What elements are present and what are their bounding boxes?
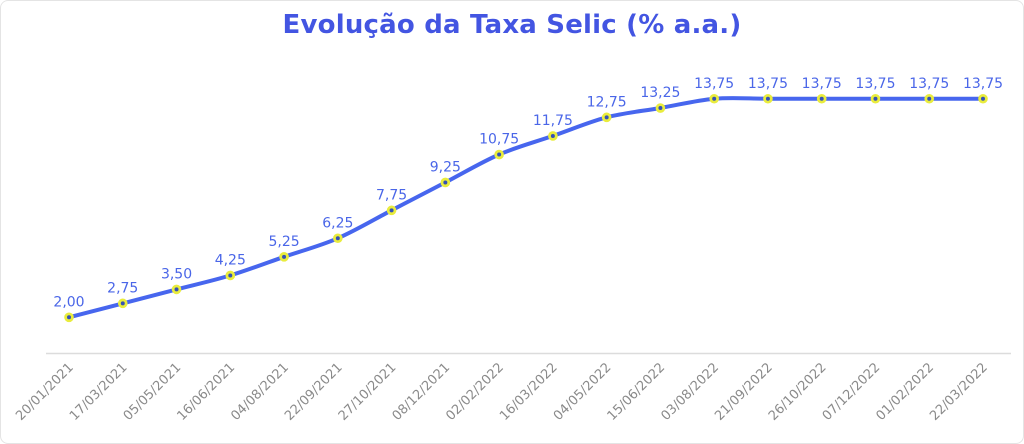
data-point-label: 13,75 (748, 76, 788, 92)
data-point-marker (440, 177, 451, 188)
chart-title: Evolução da Taxa Selic (% a.a.) (282, 10, 742, 40)
data-point-label: 10,75 (479, 132, 519, 148)
data-point-label: 13,75 (694, 76, 734, 92)
data-point-marker (709, 93, 719, 104)
x-axis-tick-label: 22/03/2022 (927, 360, 991, 424)
data-point-marker (117, 298, 128, 309)
data-point-label: 13,75 (802, 76, 842, 92)
data-point-label: 3,50 (161, 266, 192, 282)
data-point-marker (171, 284, 182, 295)
data-point-marker (763, 93, 773, 104)
data-point-label: 2,00 (53, 294, 84, 310)
data-point-label: 11,75 (533, 113, 573, 129)
data-point-label: 4,25 (215, 252, 246, 268)
data-point-label: 5,25 (268, 234, 299, 250)
data-point-marker (279, 252, 289, 262)
data-point-marker (225, 270, 236, 281)
data-point-marker (494, 149, 504, 160)
data-point-label: 13,75 (963, 76, 1003, 92)
data-point-label: 13,75 (909, 76, 949, 92)
data-point-label: 13,25 (640, 85, 680, 101)
data-point-label: 13,75 (855, 76, 895, 92)
data-point-marker (601, 112, 612, 123)
data-point-label: 7,75 (376, 187, 407, 203)
data-point-marker (333, 233, 343, 244)
data-point-marker (816, 93, 827, 104)
data-point-marker (655, 103, 666, 113)
selic-line (67, 96, 985, 320)
data-point-label: 12,75 (587, 94, 627, 110)
data-point-marker (386, 205, 397, 216)
data-point-marker (924, 93, 935, 104)
data-point-label: 9,25 (430, 159, 461, 175)
data-point-marker (978, 93, 988, 104)
data-point-label: 2,75 (107, 280, 138, 296)
data-point-label: 6,25 (322, 215, 353, 231)
data-point-marker (64, 312, 74, 323)
data-point-marker (548, 131, 558, 141)
data-point-marker (870, 93, 881, 104)
